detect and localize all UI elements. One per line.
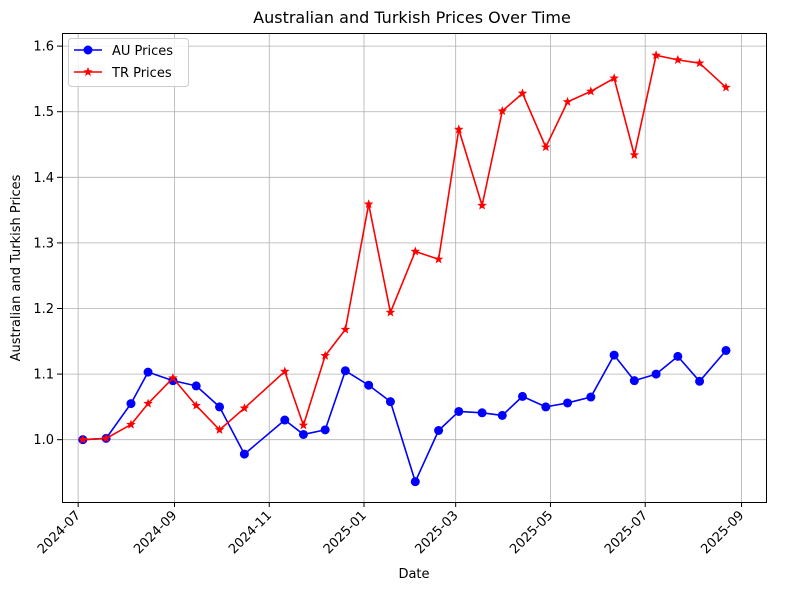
data-point [410,246,421,256]
data-point [363,199,374,209]
data-point [541,142,551,152]
data-point [586,86,596,96]
data-point [364,380,374,390]
data-point [191,400,201,410]
legend: AU Prices TR Prices [68,38,189,87]
legend-au-marker [83,45,93,55]
data-point [721,82,731,92]
chart-title: Australian and Turkish Prices Over Time [253,8,571,27]
legend-label-au: AU Prices [112,44,173,59]
data-point [562,96,573,106]
data-point [126,399,136,409]
data-point [629,376,639,386]
y-tick-label: 1.5 [33,105,54,120]
data-point [434,426,444,436]
data-point [385,307,396,317]
series-tr [78,50,731,444]
y-tick-label: 1.6 [33,40,54,55]
series-au [78,345,731,487]
data-point [563,398,573,408]
data-point [143,367,153,377]
plot-frame [62,33,767,503]
data-point [385,397,395,407]
data-point [454,124,464,134]
data-point [214,424,225,434]
y-tick-label: 1.2 [33,302,54,317]
data-point [517,391,527,401]
data-point [143,398,153,408]
data-point [477,408,487,418]
data-point [477,200,487,210]
data-point [586,392,596,402]
data-point [239,449,249,459]
data-point [721,345,731,355]
data-point [629,150,640,160]
data-point [320,350,330,360]
data-point [433,254,444,264]
data-point [497,410,507,420]
data-point [694,58,705,68]
data-point [126,419,136,429]
series-layer [78,50,731,487]
data-point [609,73,619,83]
legend-tr-marker [83,67,93,77]
data-point [215,402,225,412]
y-axis-label: Australian and Turkish Prices [9,174,24,361]
data-point [320,425,330,435]
data-point [239,403,250,413]
data-point [541,402,551,412]
data-point [298,420,309,430]
y-axis: 1.0 1.1 1.2 1.3 1.4 1.5 1.6 [33,40,62,448]
data-point [168,373,178,383]
data-point [78,434,88,444]
y-tick-label: 1.0 [33,433,54,448]
data-point [101,433,111,443]
data-point [410,477,420,487]
data-point [298,429,308,439]
data-point [454,406,464,416]
data-point [673,54,683,64]
legend-label-tr: TR Prices [111,66,172,81]
data-point [651,50,661,60]
x-axis-label: Date [398,567,429,582]
y-tick-label: 1.1 [33,368,54,383]
data-point [340,366,350,376]
y-tick-label: 1.3 [33,236,54,251]
data-point [191,381,201,391]
data-point [651,369,661,379]
data-point [609,350,619,360]
data-point [673,351,683,361]
data-point [340,324,351,334]
data-point [280,415,290,425]
data-point [280,366,290,376]
grid [62,33,766,502]
y-tick-label: 1.4 [33,171,54,186]
data-point [497,106,508,116]
data-point [695,376,705,386]
data-point [517,88,528,98]
